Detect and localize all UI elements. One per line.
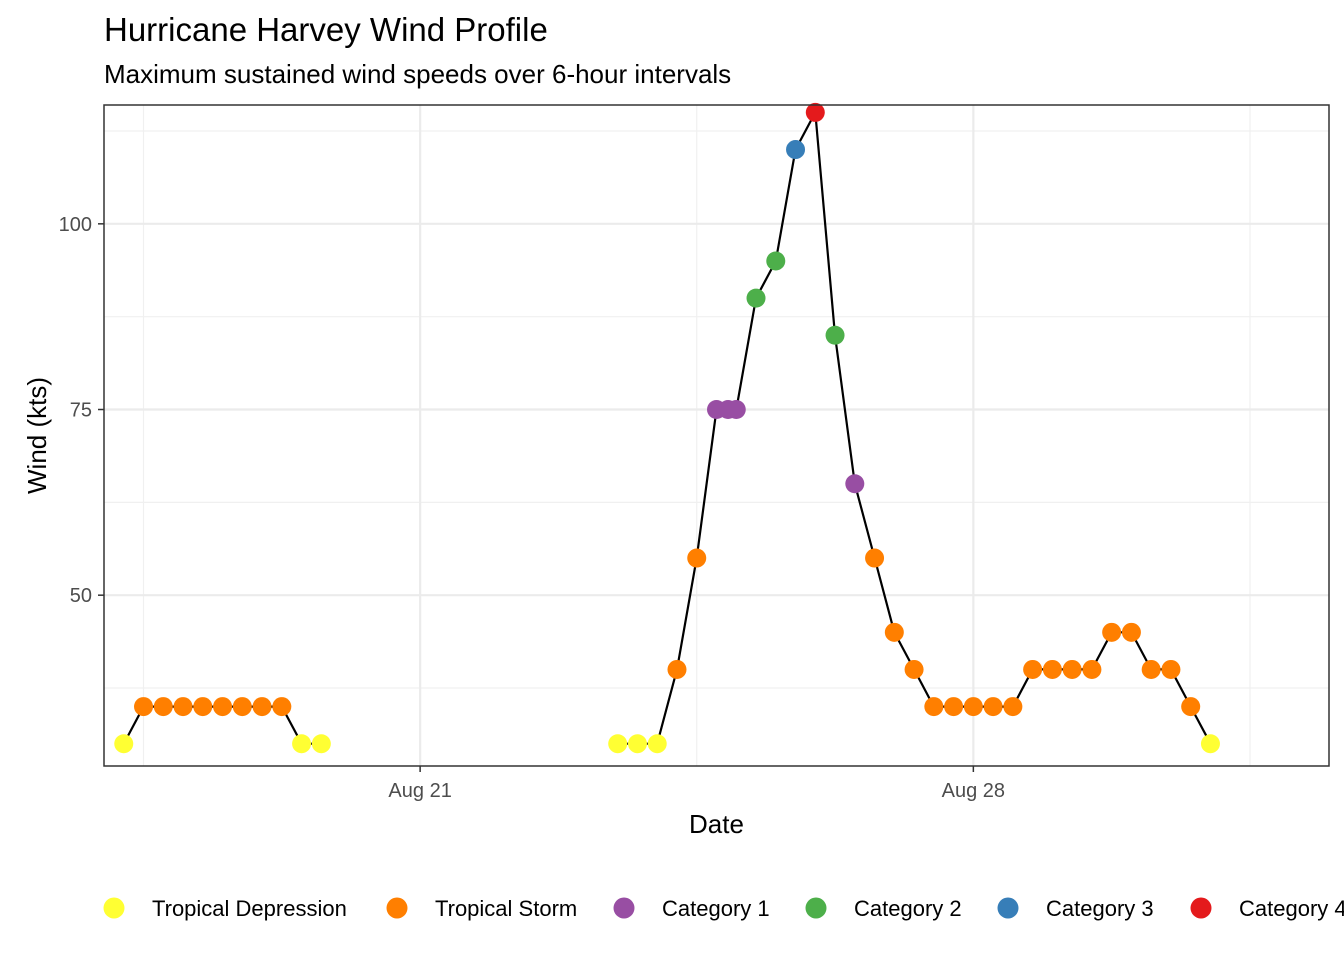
- data-point: [114, 734, 134, 754]
- legend-label: Category 1: [662, 896, 770, 921]
- data-point: [1161, 659, 1181, 679]
- data-point: [667, 659, 687, 679]
- legend-item: Tropical Storm: [386, 896, 577, 921]
- x-axis: Aug 21 Aug 28: [388, 766, 1005, 802]
- legend: Tropical Depression Tropical Storm Categor…: [103, 896, 1344, 921]
- data-point: [805, 102, 825, 122]
- legend-label: Tropical Storm: [435, 896, 577, 921]
- data-point: [963, 697, 983, 717]
- chart-title: Hurricane Harvey Wind Profile: [104, 11, 548, 48]
- wind-line-segment: [617, 108, 1212, 745]
- data-point: [627, 734, 647, 754]
- data-point: [1082, 659, 1102, 679]
- data-point: [865, 548, 885, 568]
- data-point: [983, 697, 1003, 717]
- grid-minor: [104, 105, 1329, 766]
- legend-label: Category 2: [854, 896, 962, 921]
- legend-item: Category 1: [613, 896, 770, 921]
- series-points: [114, 102, 1220, 754]
- legend-label: Tropical Depression: [152, 896, 347, 921]
- data-point: [1102, 622, 1122, 642]
- data-point: [608, 734, 628, 754]
- data-point: [786, 140, 806, 160]
- data-point: [173, 697, 193, 717]
- data-point: [292, 734, 312, 754]
- data-point: [1121, 622, 1141, 642]
- x-tick-label: Aug 28: [942, 780, 1005, 802]
- data-point: [726, 400, 746, 420]
- data-point: [252, 697, 272, 717]
- legend-key: [997, 897, 1019, 919]
- data-point: [845, 474, 865, 494]
- y-axis-title: Wind (kts): [22, 377, 52, 494]
- legend-item: Tropical Depression: [103, 896, 347, 921]
- data-point: [1062, 659, 1082, 679]
- data-point: [1042, 659, 1062, 679]
- data-point: [1200, 734, 1220, 754]
- legend-item: Category 3: [997, 896, 1154, 921]
- legend-key: [1190, 897, 1212, 919]
- legend-item: Category 2: [805, 896, 962, 921]
- data-point: [1181, 697, 1201, 717]
- y-tick-label: 100: [59, 214, 92, 236]
- x-axis-title: Date: [689, 809, 744, 839]
- x-tick-label: Aug 21: [388, 780, 451, 802]
- data-point: [1003, 697, 1023, 717]
- legend-label: Category 3: [1046, 896, 1154, 921]
- y-tick-label: 50: [70, 585, 92, 607]
- legend-key: [613, 897, 635, 919]
- data-point: [1023, 659, 1043, 679]
- legend-label: Category 4: [1239, 896, 1344, 921]
- data-point: [766, 251, 786, 271]
- data-point: [746, 288, 766, 308]
- data-point: [884, 622, 904, 642]
- series-line: [122, 108, 1212, 745]
- data-point: [232, 697, 252, 717]
- data-point: [134, 697, 154, 717]
- data-point: [825, 325, 845, 345]
- data-point: [193, 697, 213, 717]
- data-point: [213, 697, 233, 717]
- data-point: [1141, 659, 1161, 679]
- data-point: [272, 697, 292, 717]
- data-point: [153, 697, 173, 717]
- y-tick-label: 75: [70, 400, 92, 422]
- legend-item: Category 4: [1190, 896, 1344, 921]
- data-point: [904, 659, 924, 679]
- panel-border: [103, 104, 1330, 767]
- y-axis: 50 75 100: [59, 214, 104, 607]
- chart-subtitle: Maximum sustained wind speeds over 6-hou…: [104, 59, 732, 89]
- data-point: [687, 548, 707, 568]
- legend-key: [103, 897, 125, 919]
- data-point: [647, 734, 667, 754]
- data-point: [924, 697, 944, 717]
- data-point: [311, 734, 331, 754]
- legend-key: [805, 897, 827, 919]
- data-point: [944, 697, 964, 717]
- legend-key: [386, 897, 408, 919]
